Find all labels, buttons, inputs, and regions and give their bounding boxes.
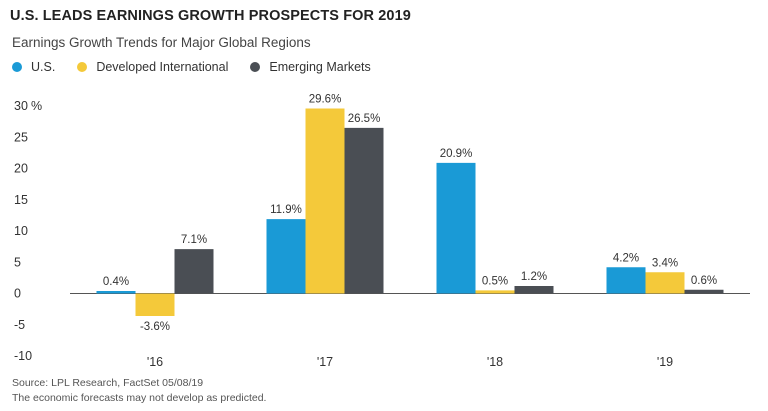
data-label: 1.2% (521, 271, 547, 283)
legend-swatch-us (12, 62, 22, 72)
x-tick-label: '19 (657, 355, 673, 369)
legend-item-emerging-markets: Emerging Markets (250, 60, 371, 74)
legend-label-developed-international: Developed International (96, 60, 229, 74)
data-label: 0.5% (482, 275, 508, 287)
data-label: 11.9% (270, 204, 302, 216)
bar (135, 293, 175, 316)
data-label: 29.6% (309, 94, 342, 106)
x-tick-label: '18 (487, 355, 503, 369)
bar (305, 108, 345, 294)
y-tick-label: 10 (14, 224, 28, 238)
legend: U.S. Developed International Emerging Ma… (12, 60, 393, 74)
bar (266, 219, 306, 294)
disclaimer-note: The economic forecasts may not develop a… (12, 392, 267, 404)
y-tick-label: 30 (14, 99, 28, 113)
bar (344, 127, 384, 294)
data-label: 4.2% (613, 252, 639, 264)
y-tick-label: 0 (14, 287, 21, 301)
bar (436, 162, 476, 294)
x-tick-label: '17 (317, 355, 333, 369)
x-tick-label: '16 (147, 355, 163, 369)
bar (606, 267, 646, 294)
y-tick-label: 15 (14, 193, 28, 207)
bar (514, 286, 554, 294)
y-tick-label: -10 (14, 349, 32, 363)
y-tick-label: 20 (14, 162, 28, 176)
data-label: 0.6% (691, 275, 717, 287)
data-label: 26.5% (348, 113, 381, 125)
y-tick-label: -5 (14, 318, 25, 332)
legend-item-us: U.S. (12, 60, 55, 74)
y-tick-label: 25 (14, 130, 28, 144)
y-tick-label: 5 (14, 255, 21, 269)
legend-item-developed-international: Developed International (77, 60, 228, 74)
legend-label-us: U.S. (31, 60, 56, 74)
source-note: Source: LPL Research, FactSet 05/08/19 (12, 377, 204, 389)
chart-title: U.S. LEADS EARNINGS GROWTH PROSPECTS FOR… (10, 8, 411, 24)
bar (174, 249, 214, 294)
legend-label-emerging-markets: Emerging Markets (269, 60, 371, 74)
bar (645, 272, 685, 294)
chart-subtitle: Earnings Growth Trends for Major Global … (12, 35, 311, 50)
bar (475, 290, 515, 294)
data-label: -3.6% (140, 321, 170, 333)
data-label: 3.4% (652, 257, 678, 269)
y-unit-label: % (31, 99, 42, 113)
footer: Source: LPL Research, FactSet 05/08/19 T… (12, 376, 266, 406)
data-label: 20.9% (440, 148, 473, 160)
legend-swatch-developed-international (77, 62, 88, 72)
data-label: 7.1% (181, 234, 207, 246)
bar (96, 291, 136, 294)
bar (684, 289, 724, 294)
legend-swatch-emerging-markets (250, 62, 261, 72)
data-label: 0.4% (103, 276, 129, 288)
